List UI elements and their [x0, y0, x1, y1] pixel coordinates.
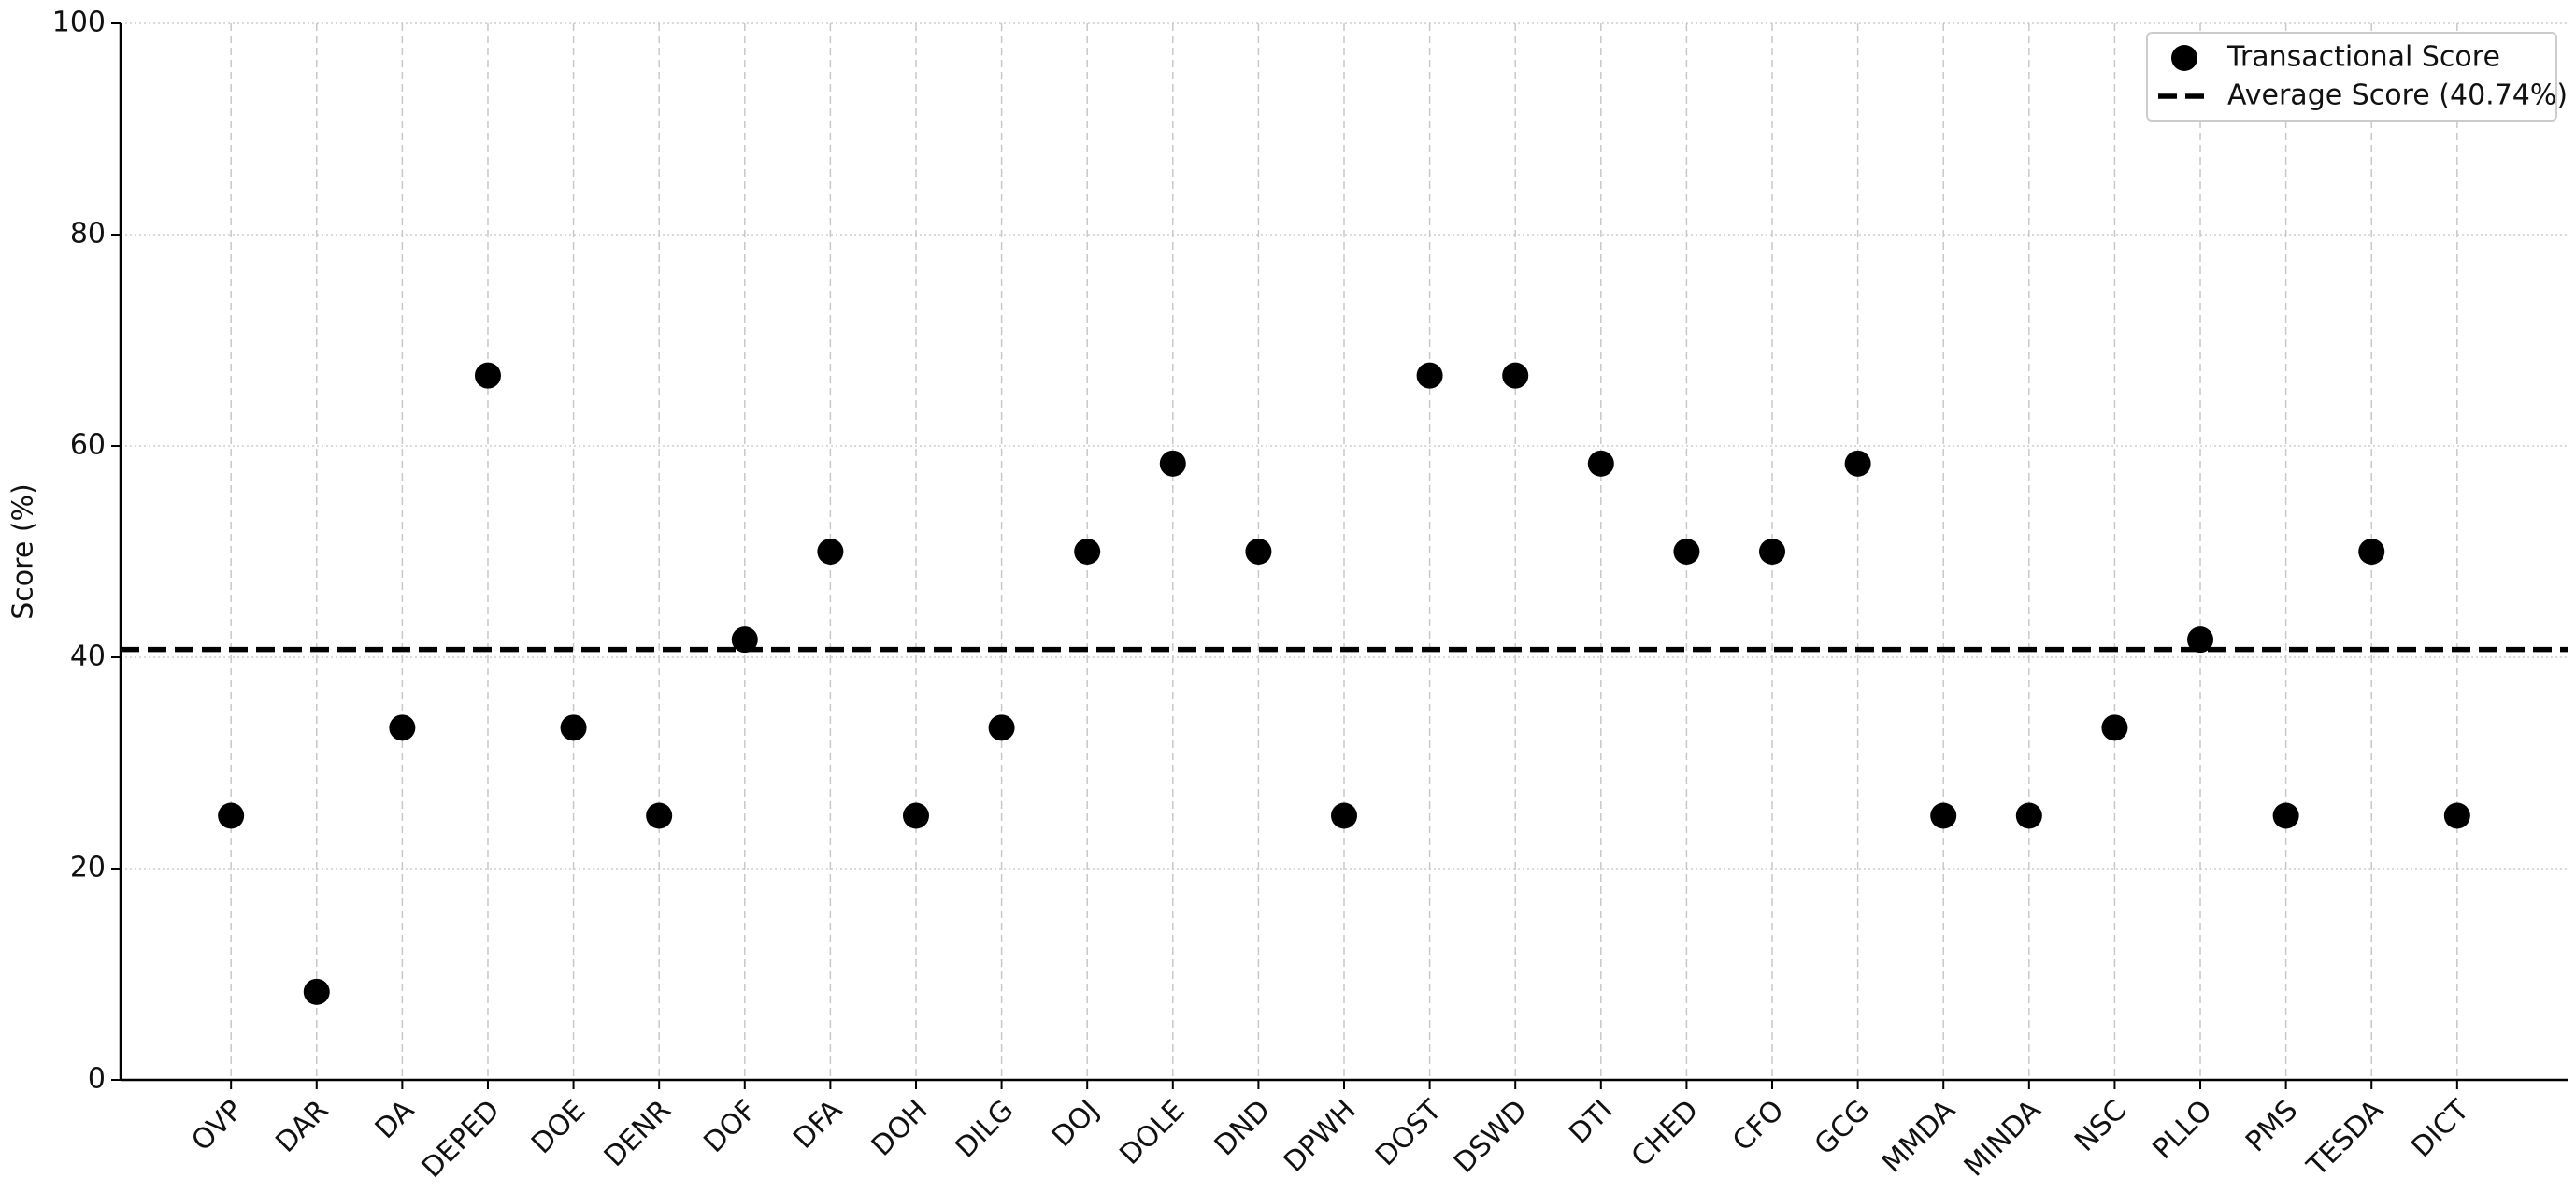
- data-point: [1159, 450, 1186, 477]
- data-point: [2187, 626, 2214, 654]
- data-point: [560, 714, 587, 741]
- x-tick-label: NSC: [2068, 1094, 2133, 1158]
- data-point: [646, 802, 673, 829]
- data-point: [474, 362, 501, 389]
- x-tick-label: DTI: [1563, 1094, 1619, 1150]
- x-tick-label: DOE: [525, 1094, 592, 1160]
- data-point: [1331, 802, 1357, 829]
- data-point: [1673, 539, 1700, 565]
- x-tick-label: GCG: [1809, 1094, 1876, 1161]
- legend-label: Average Score (40.74%): [2227, 79, 2568, 112]
- y-tick-label: 80: [70, 218, 106, 251]
- x-tick-label: DOJ: [1046, 1094, 1106, 1154]
- data-point: [1416, 362, 1443, 389]
- x-tick-label: MINDA: [1958, 1094, 2048, 1184]
- x-tick-label: DPWH: [1278, 1094, 1363, 1179]
- x-tick-label: DENR: [598, 1094, 678, 1173]
- x-tick-label: DA: [369, 1094, 422, 1146]
- x-tick-label: DSWD: [1448, 1094, 1534, 1180]
- y-tick-label: 40: [70, 640, 106, 673]
- data-point: [731, 626, 758, 654]
- x-tick-label: CFO: [1726, 1094, 1790, 1157]
- x-tick-label: DAR: [269, 1094, 335, 1159]
- data-point: [2272, 802, 2299, 829]
- data-point: [2443, 802, 2470, 829]
- data-point: [1759, 539, 1786, 565]
- x-tick-label: DOH: [866, 1094, 935, 1163]
- x-tick-label: DFA: [787, 1094, 849, 1156]
- data-point: [817, 539, 844, 565]
- data-point: [2358, 539, 2385, 565]
- x-tick-label: MMDA: [1876, 1094, 1962, 1180]
- x-tick-label: DILG: [950, 1094, 1021, 1165]
- y-axis-label: Score (%): [7, 483, 40, 619]
- data-point: [902, 802, 929, 829]
- data-point: [218, 802, 245, 829]
- data-point: [1074, 539, 1101, 565]
- y-tick-label: 20: [70, 852, 106, 884]
- legend-label: Transactional Score: [2226, 41, 2500, 74]
- data-point: [389, 714, 416, 741]
- data-point: [2101, 714, 2128, 741]
- x-tick-label: PLLO: [2147, 1094, 2219, 1166]
- x-tick-label: DOF: [697, 1094, 763, 1159]
- data-point: [2015, 802, 2042, 829]
- x-tick-label: PMS: [2240, 1094, 2304, 1158]
- data-point: [1930, 802, 1957, 829]
- y-tick-label: 60: [70, 429, 106, 462]
- legend-marker: [2171, 45, 2197, 71]
- x-tick-label: TESDA: [2300, 1094, 2390, 1184]
- x-tick-label: CHED: [1625, 1094, 1705, 1173]
- x-tick-label: DND: [1209, 1094, 1277, 1162]
- x-tick-label: DEPED: [416, 1094, 507, 1185]
- x-tick-label: DICT: [2405, 1093, 2476, 1164]
- data-point: [988, 714, 1015, 741]
- data-point: [303, 978, 330, 1005]
- legend-box: [2146, 32, 2557, 122]
- data-point: [1502, 362, 1529, 389]
- x-tick-label: DOLE: [1113, 1094, 1191, 1171]
- x-tick-label: OVP: [185, 1094, 249, 1157]
- data-point: [1245, 539, 1272, 565]
- y-tick-label: 0: [88, 1063, 106, 1096]
- y-tick-label: 100: [52, 7, 106, 39]
- x-tick-label: DOST: [1369, 1093, 1449, 1172]
- data-point: [1844, 450, 1871, 477]
- data-point: [1587, 450, 1614, 477]
